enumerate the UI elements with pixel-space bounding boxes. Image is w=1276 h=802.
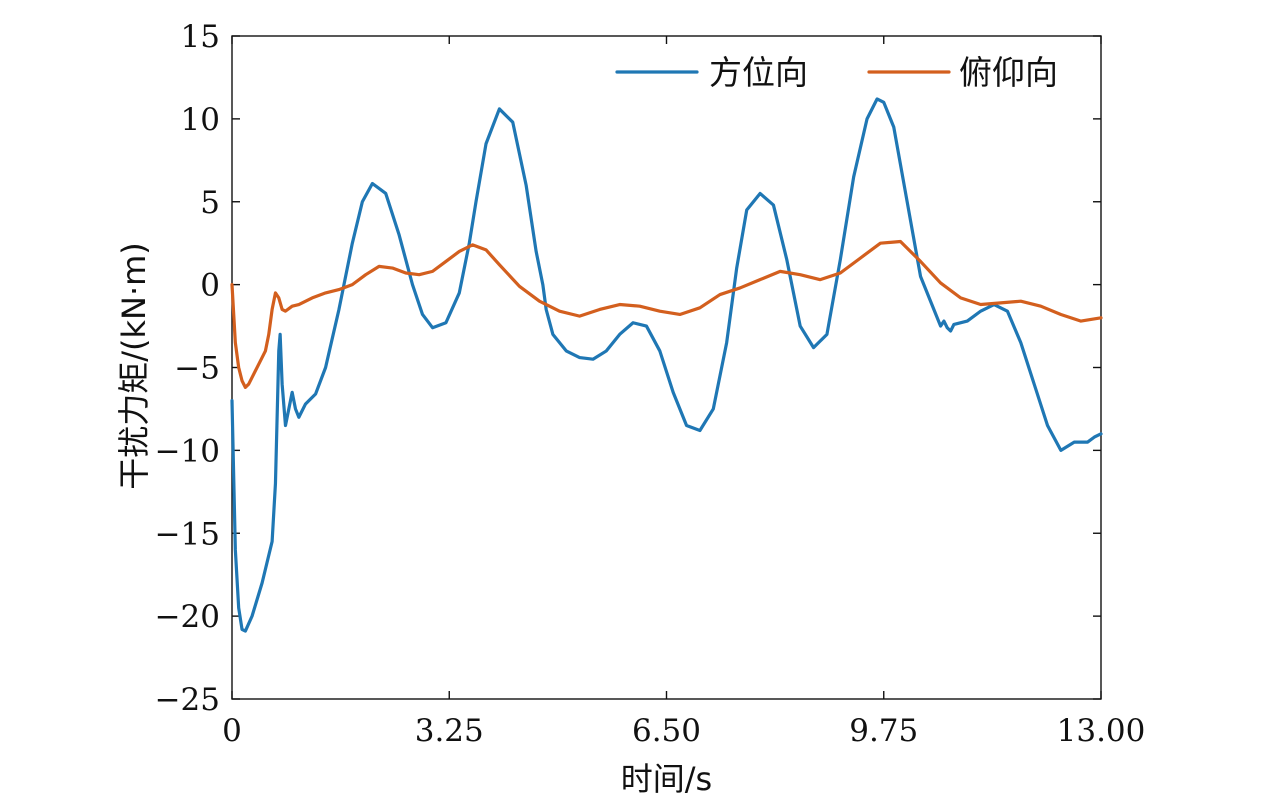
x-axis-label: 时间/s xyxy=(621,760,712,798)
y-tick-label: 10 xyxy=(181,102,220,138)
x-tick-label: 6.50 xyxy=(632,713,701,749)
legend: 方位向 俯仰向 xyxy=(615,53,1058,92)
y-tick-label: 0 xyxy=(200,268,220,304)
y-tick-label: 15 xyxy=(181,19,220,55)
x-tick-label: 9.75 xyxy=(849,713,918,749)
legend-label-1: 方位向 xyxy=(709,53,808,92)
y-tick-label: 5 xyxy=(200,185,220,221)
y-tick-label: −10 xyxy=(155,433,220,469)
x-tick-label: 13.00 xyxy=(1057,713,1146,749)
series-layer xyxy=(230,97,1103,633)
y-tick-label: −20 xyxy=(155,599,220,635)
y-tick-label: −15 xyxy=(155,516,220,552)
y-tick-label: −5 xyxy=(174,351,220,387)
x-tick-label: 0 xyxy=(222,713,242,749)
series-line-1 xyxy=(230,97,1103,633)
series-line-2 xyxy=(230,239,1103,389)
x-tick-label: 3.25 xyxy=(415,713,484,749)
y-axis-label: 干扰力矩/(kN·m) xyxy=(115,242,153,490)
legend-label-2: 俯仰向 xyxy=(959,53,1058,92)
y-tick-label: −25 xyxy=(155,682,220,718)
